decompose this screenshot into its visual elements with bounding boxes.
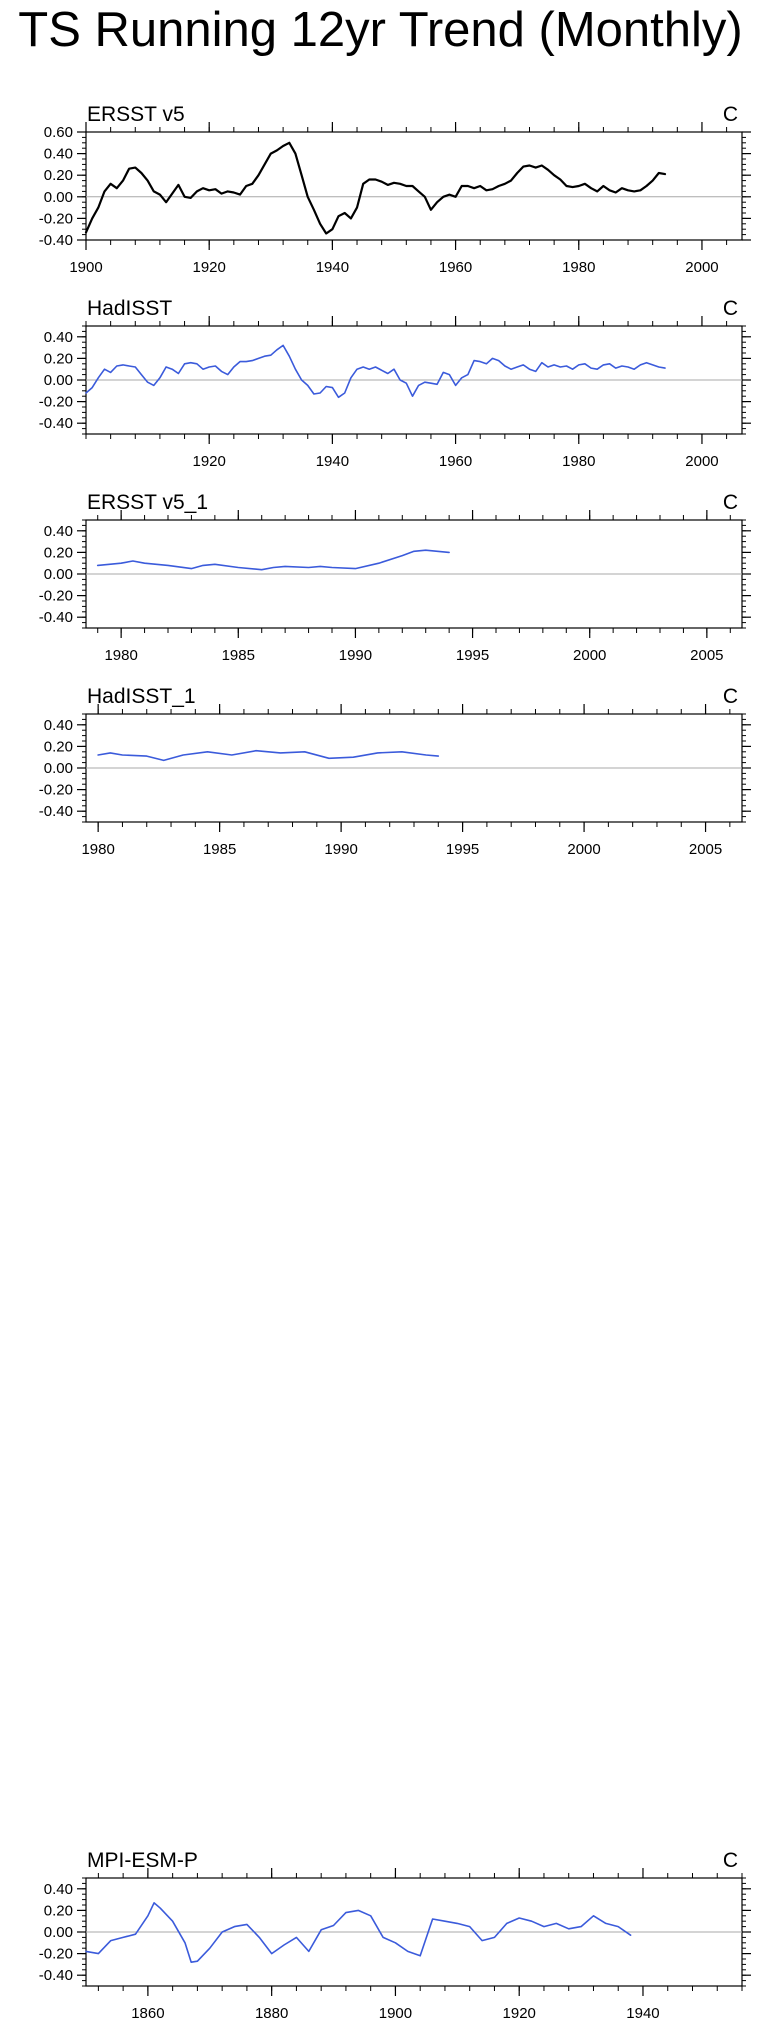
y-tick-label: -0.20 [39,1946,73,1963]
y-tick-label: 0.60 [44,124,73,141]
x-tick-label: 1860 [131,2005,164,2022]
y-tick-label: 0.20 [44,167,73,184]
panel-ersst-v5: ERSST v5 C 1900 1920 1940 1960 1980 2000 -0.40 -0… [39,103,751,276]
y-tick-label: 0.40 [44,523,73,540]
y-tick-label: 0.40 [44,146,73,163]
x-tick-label: 1980 [562,259,595,276]
y-tick-label: 0.40 [44,717,73,734]
y-tick-label: -0.40 [39,232,73,249]
y-tick-label: 0.40 [44,329,73,346]
x-tick-label: 1985 [222,647,255,664]
x-tick-label: 1990 [339,647,372,664]
y-tick-label: 0.20 [44,1902,73,1919]
series-line [97,749,440,762]
y-tick-label: 0.00 [44,189,73,206]
series-line [84,141,667,235]
x-tick-label: 1940 [316,259,349,276]
y-tick-label: -0.20 [39,782,73,799]
series-line [96,549,450,571]
panel-title: ERSST v5 [87,103,185,126]
x-tick-label: 2005 [689,841,722,858]
y-tick-label: 0.40 [44,1881,73,1898]
x-tick-label: 1995 [456,647,489,664]
panel-mpi-esm-p: MPI-ESM-P C 1860 1880 1900 1920 1940 -0.40 -0.20… [39,1849,751,2022]
x-tick-label: 2000 [567,841,600,858]
x-tick-label: 1920 [503,2005,536,2022]
units-label: C [723,103,738,126]
x-tick-label: 2005 [690,647,723,664]
y-tick-label: -0.20 [39,394,73,411]
x-tick-label: 1920 [193,259,226,276]
x-tick-label: 1940 [626,2005,659,2022]
y-tick-label: -0.40 [39,609,73,626]
x-tick-label: 1900 [379,2005,412,2022]
y-tick-label: 0.00 [44,760,73,777]
y-tick-label: -0.40 [39,415,73,432]
units-label: C [723,297,738,320]
units-label: C [723,491,738,514]
page-title: TS Running 12yr Trend (Monthly) [18,3,743,57]
panel-hadisst-1: HadISST_1 C 1980 1985 1990 1995 2000 2005 -0.40 -… [39,685,751,858]
x-tick-label: 1960 [439,453,472,470]
y-tick-label: 0.20 [44,738,73,755]
x-tick-label: 2000 [685,453,718,470]
y-tick-label: -0.20 [39,588,73,605]
panel-title: HadISST_1 [87,685,196,708]
x-tick-label: 1980 [104,647,137,664]
x-tick-label: 1880 [255,2005,288,2022]
x-tick-label: 1980 [81,841,114,858]
y-tick-label: 0.20 [44,544,73,561]
panel-title: MPI-ESM-P [87,1849,198,1872]
panel-ersst-v5-1: ERSST v5_1 C 1980 1985 1990 1995 2000 2005 -0.40… [39,491,751,664]
x-tick-label: 1985 [203,841,236,858]
x-tick-label: 1980 [562,453,595,470]
x-tick-label: 1960 [439,259,472,276]
x-tick-label: 1940 [316,453,349,470]
y-tick-label: 0.20 [44,350,73,367]
y-tick-label: -0.40 [39,1967,73,1984]
y-tick-label: 0.00 [44,566,73,583]
series-line [85,344,666,399]
panel-title: HadISST [87,297,172,320]
x-tick-label: 1900 [69,259,102,276]
y-tick-label: 0.00 [44,1924,73,1941]
series-line [85,1902,632,1963]
units-label: C [723,1849,738,1872]
y-tick-label: 0.00 [44,372,73,389]
panel-title: ERSST v5_1 [87,491,208,514]
x-tick-label: 2000 [573,647,606,664]
panel-hadisst: HadISST C 1920 1940 1960 1980 2000 -0.40 -0.20 0.… [39,297,751,470]
x-tick-label: 1920 [193,453,226,470]
x-tick-label: 1995 [446,841,479,858]
y-tick-label: -0.20 [39,210,73,227]
y-tick-label: -0.40 [39,803,73,820]
x-tick-label: 1990 [324,841,357,858]
x-tick-label: 2000 [685,259,718,276]
units-label: C [723,685,738,708]
